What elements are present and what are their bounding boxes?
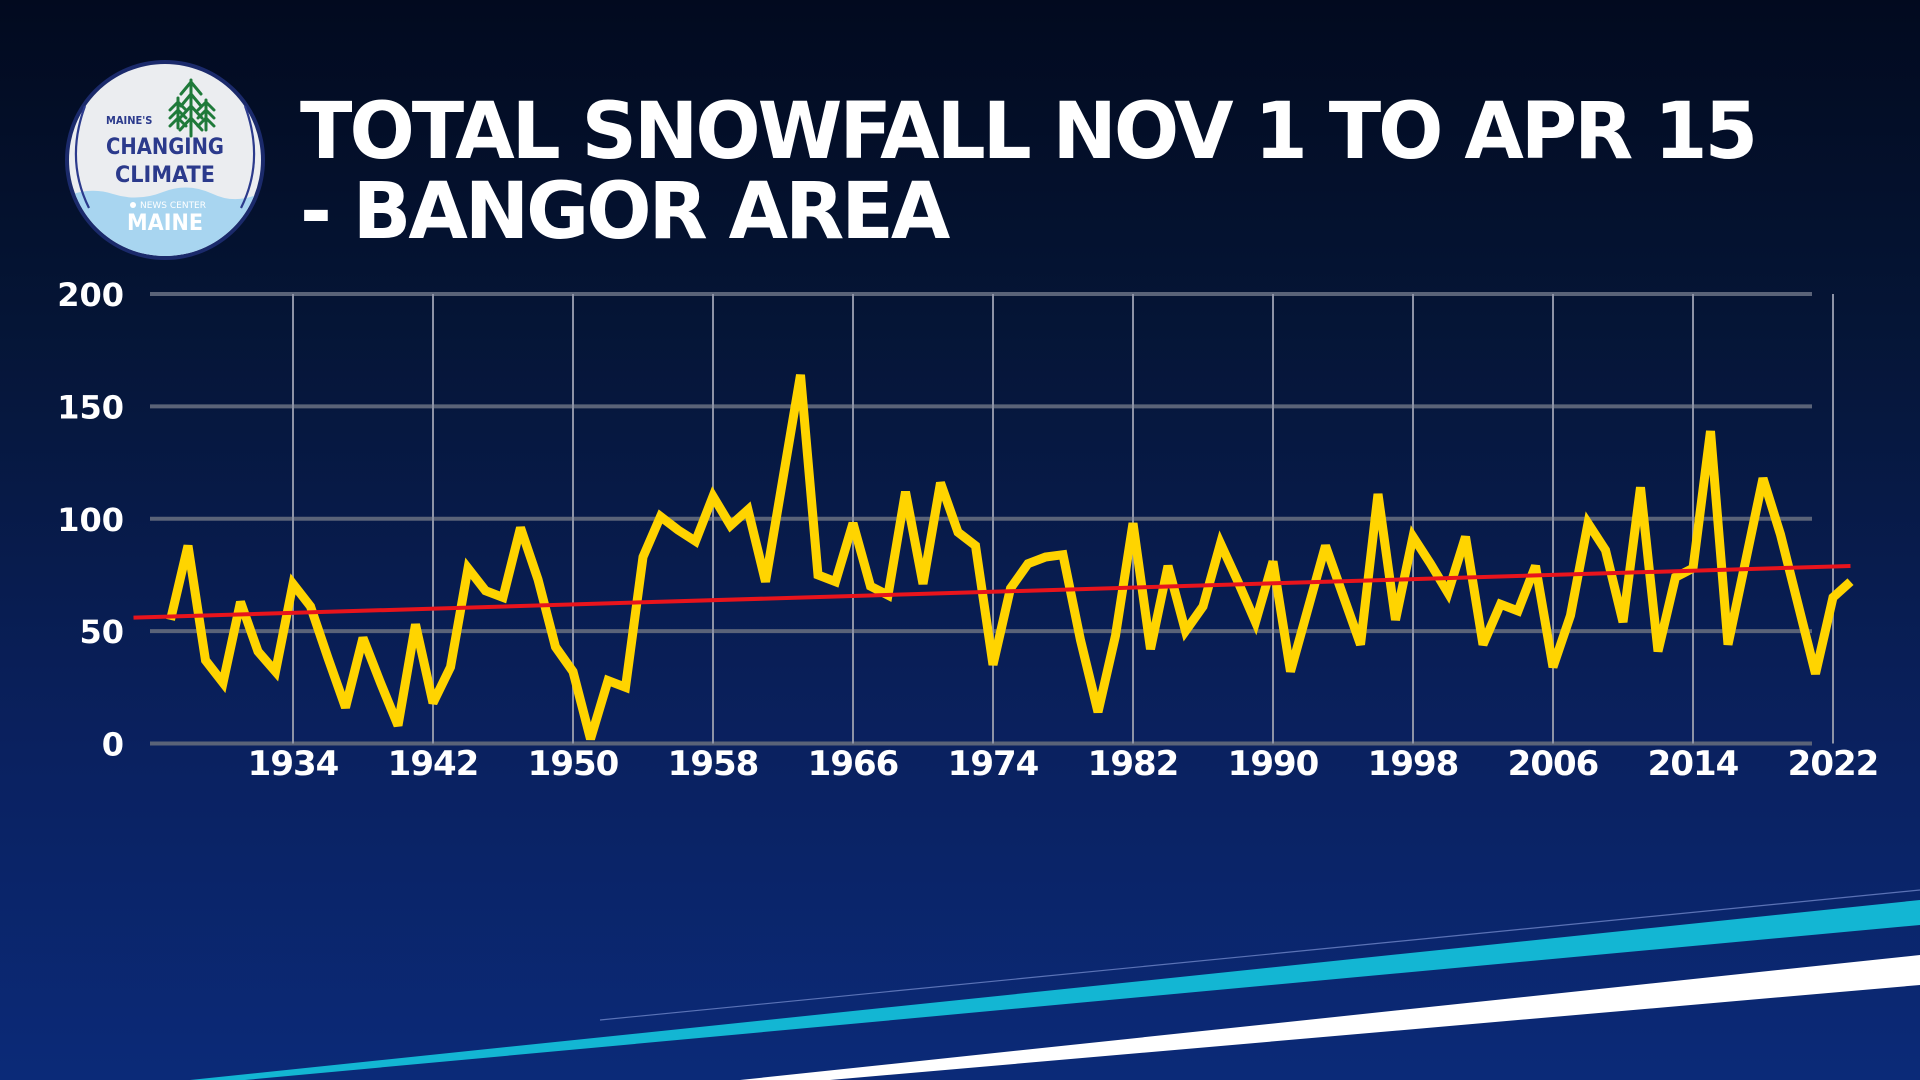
- y-tick-label: 200: [57, 276, 124, 314]
- y-tick-label: 100: [57, 501, 124, 539]
- trend-line: [133, 563, 1851, 620]
- logo-top-text: MAINE'S: [106, 114, 152, 127]
- logo-main-line1: CHANGING: [106, 135, 224, 160]
- maines-changing-climate-logo: MAINE'S CHANGING CLIMATE NEWS CENTER MAI…: [65, 60, 265, 260]
- x-tick-label: 2006: [1508, 744, 1599, 784]
- y-axis-tick-labels: 0 50 100 150 200: [57, 276, 124, 764]
- x-axis-tick-labels: 1934 1942 1950 1958 1966 1974 1982 1990 1998 2006…: [248, 744, 1880, 784]
- x-tick-label: 1950: [528, 744, 619, 784]
- chart-title-line2: - BANGOR AREA: [300, 167, 950, 257]
- y-tick-label: 0: [102, 726, 124, 764]
- logo-brand-small: NEWS CENTER: [140, 201, 206, 211]
- x-tick-label: 1934: [248, 744, 339, 784]
- logo-main-line2: CLIMATE: [115, 163, 215, 188]
- peacock-icon: [130, 202, 136, 208]
- y-tick-label: 50: [79, 613, 124, 651]
- snowfall-series-line: [166, 374, 1854, 741]
- y-tick-label: 150: [57, 388, 124, 426]
- x-tick-label: 2014: [1648, 744, 1739, 784]
- chart-title-line1: TOTAL SNOWFALL NOV 1 TO APR 15: [300, 87, 1758, 177]
- logo-brand-big: MAINE: [127, 211, 203, 236]
- x-tick-label: 1998: [1368, 744, 1459, 784]
- pine-trees-icon: [168, 78, 216, 138]
- chart-title: TOTAL SNOWFALL NOV 1 TO APR 15 - BANGOR …: [300, 92, 1837, 252]
- x-tick-label: 1982: [1088, 744, 1179, 784]
- x-tick-label: 2022: [1788, 744, 1879, 784]
- x-tick-label: 1974: [948, 744, 1039, 784]
- x-tick-label: 1958: [668, 744, 759, 784]
- x-tick-label: 1942: [388, 744, 479, 784]
- horizontal-gridlines: [150, 292, 1812, 746]
- x-tick-label: 1990: [1228, 744, 1319, 784]
- bracket-arcs-icon: [74, 105, 256, 209]
- x-tick-label: 1966: [808, 744, 899, 784]
